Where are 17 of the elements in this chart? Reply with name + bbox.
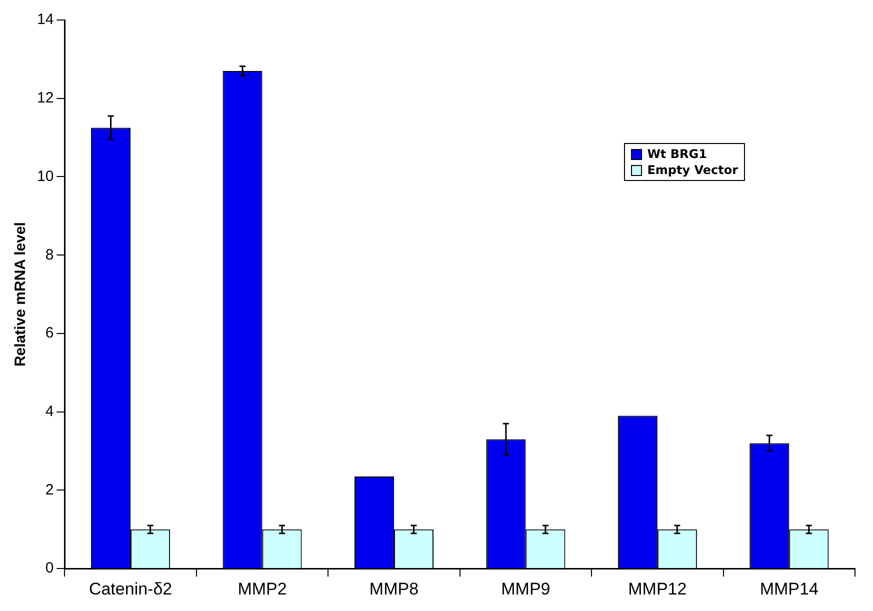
y-tick-label: 8 — [45, 246, 54, 264]
y-tick-label: 12 — [36, 90, 54, 107]
x-tick-label: MMP12 — [628, 579, 687, 598]
x-tick-label: MMP9 — [501, 579, 550, 598]
y-tick-label: 6 — [45, 324, 54, 342]
legend-label: Wt BRG1 — [647, 146, 707, 162]
x-tick-label: MMP2 — [238, 579, 287, 598]
y-tick-label: 4 — [45, 403, 54, 420]
x-tick-label: MMP8 — [369, 579, 419, 598]
y-tick-label: 10 — [36, 168, 54, 185]
x-tick-label: MMP14 — [760, 579, 818, 598]
y-tick-label: 14 — [36, 11, 54, 28]
x-tick-label: Catenin-δ2 — [88, 579, 172, 598]
legend-label: Empty Vector — [647, 162, 738, 178]
y-tick-label: 2 — [45, 481, 54, 498]
y-tick-label: 0 — [45, 560, 54, 577]
y-axis-title: Relative mRNA level — [12, 222, 30, 367]
